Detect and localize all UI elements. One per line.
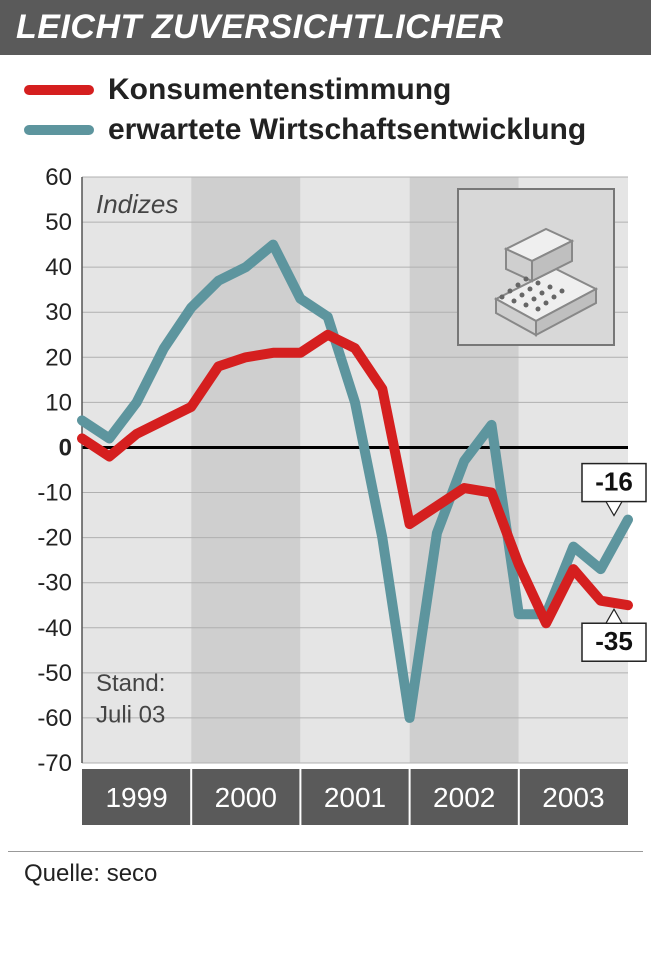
svg-text:-50: -50 xyxy=(37,660,72,687)
svg-text:2000: 2000 xyxy=(215,782,277,813)
svg-text:60: 60 xyxy=(45,164,72,191)
svg-text:10: 10 xyxy=(45,389,72,416)
source-label: Quelle: seco xyxy=(8,851,643,896)
svg-text:0: 0 xyxy=(59,434,72,461)
line-chart: 60 50 40 30 20 10 0 -10 -20 -30 -40 -50 -60 -70 Indize… xyxy=(0,163,651,843)
legend-swatch-1 xyxy=(24,85,94,95)
svg-text:-40: -40 xyxy=(37,615,72,642)
svg-text:30: 30 xyxy=(45,299,72,326)
legend-item-1: Konsumentenstimmung xyxy=(24,73,627,107)
svg-text:2002: 2002 xyxy=(433,782,495,813)
svg-text:1999: 1999 xyxy=(105,782,167,813)
legend-item-2: erwartete Wirtschaftsentwicklung xyxy=(24,113,627,147)
legend: Konsumentenstimmung erwartete Wirtschaft… xyxy=(0,55,651,163)
svg-text:50: 50 xyxy=(45,209,72,236)
page-title: LEICHT ZUVERSICHTLICHER xyxy=(0,0,651,55)
svg-text:-70: -70 xyxy=(37,750,72,777)
svg-text:-30: -30 xyxy=(37,570,72,597)
chart-area: 60 50 40 30 20 10 0 -10 -20 -30 -40 -50 -60 -70 Indize… xyxy=(0,163,651,843)
svg-text:2003: 2003 xyxy=(542,782,604,813)
legend-label-2: erwartete Wirtschaftsentwicklung xyxy=(108,113,586,147)
legend-swatch-2 xyxy=(24,125,94,135)
svg-text:40: 40 xyxy=(45,254,72,281)
svg-text:Indizes: Indizes xyxy=(96,189,178,219)
svg-text:-10: -10 xyxy=(37,480,72,507)
svg-text:2001: 2001 xyxy=(324,782,386,813)
svg-text:-35: -35 xyxy=(595,626,633,656)
svg-text:20: 20 xyxy=(45,344,72,371)
svg-text:-20: -20 xyxy=(37,525,72,552)
svg-text:Juli 03: Juli 03 xyxy=(96,701,165,728)
legend-label-1: Konsumentenstimmung xyxy=(108,73,451,107)
svg-text:-60: -60 xyxy=(37,705,72,732)
svg-text:Stand:: Stand: xyxy=(96,670,165,697)
svg-text:-16: -16 xyxy=(595,467,633,497)
